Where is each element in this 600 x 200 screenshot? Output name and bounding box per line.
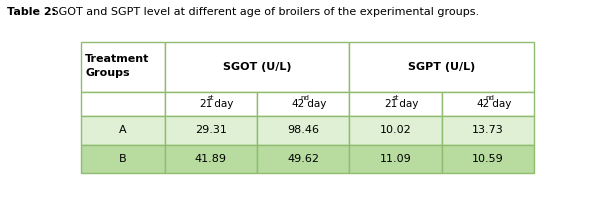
Bar	[257, 145, 349, 173]
Text: 41.89: 41.89	[195, 154, 227, 164]
Text: 29.31: 29.31	[195, 125, 227, 135]
Bar	[164, 116, 257, 145]
Text: 10.02: 10.02	[380, 125, 412, 135]
Text: 42: 42	[292, 99, 305, 109]
Text: st: st	[392, 95, 399, 101]
Bar	[80, 145, 164, 173]
Text: 10.59: 10.59	[472, 154, 504, 164]
Text: 21: 21	[384, 99, 397, 109]
Text: Groups: Groups	[85, 68, 130, 78]
Bar	[164, 92, 257, 116]
Text: nd: nd	[485, 95, 494, 101]
Text: 11.09: 11.09	[380, 154, 412, 164]
Text: day: day	[304, 99, 326, 109]
Bar	[442, 116, 535, 145]
Text: 42: 42	[476, 99, 490, 109]
Text: B: B	[119, 154, 127, 164]
Bar	[349, 42, 535, 92]
Bar	[80, 92, 164, 116]
Text: day: day	[396, 99, 419, 109]
Text: day: day	[488, 99, 511, 109]
Text: 21: 21	[199, 99, 212, 109]
Text: st: st	[208, 95, 214, 101]
Bar	[164, 145, 257, 173]
Bar	[349, 145, 442, 173]
Text: SGOT (U/L): SGOT (U/L)	[223, 62, 291, 72]
Bar	[257, 92, 349, 116]
Bar	[164, 42, 349, 92]
Text: nd: nd	[300, 95, 309, 101]
Text: 49.62: 49.62	[287, 154, 319, 164]
Bar	[442, 92, 535, 116]
Bar	[80, 116, 164, 145]
Text: 98.46: 98.46	[287, 125, 319, 135]
Text: Treatment: Treatment	[85, 54, 149, 64]
Text: Table 2:: Table 2:	[7, 7, 56, 17]
Text: day: day	[211, 99, 233, 109]
Text: 13.73: 13.73	[472, 125, 504, 135]
Bar	[442, 145, 535, 173]
Bar	[257, 116, 349, 145]
Text: SGPT (U/L): SGPT (U/L)	[409, 62, 476, 72]
Bar	[349, 92, 442, 116]
Bar	[349, 116, 442, 145]
Text: A: A	[119, 125, 127, 135]
Text: SGOT and SGPT level at different age of broilers of the experimental groups.: SGOT and SGPT level at different age of …	[48, 7, 479, 17]
Bar	[80, 42, 164, 92]
